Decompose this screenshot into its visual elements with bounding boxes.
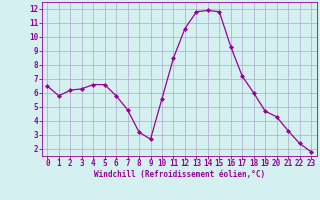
X-axis label: Windchill (Refroidissement éolien,°C): Windchill (Refroidissement éolien,°C) (94, 170, 265, 179)
